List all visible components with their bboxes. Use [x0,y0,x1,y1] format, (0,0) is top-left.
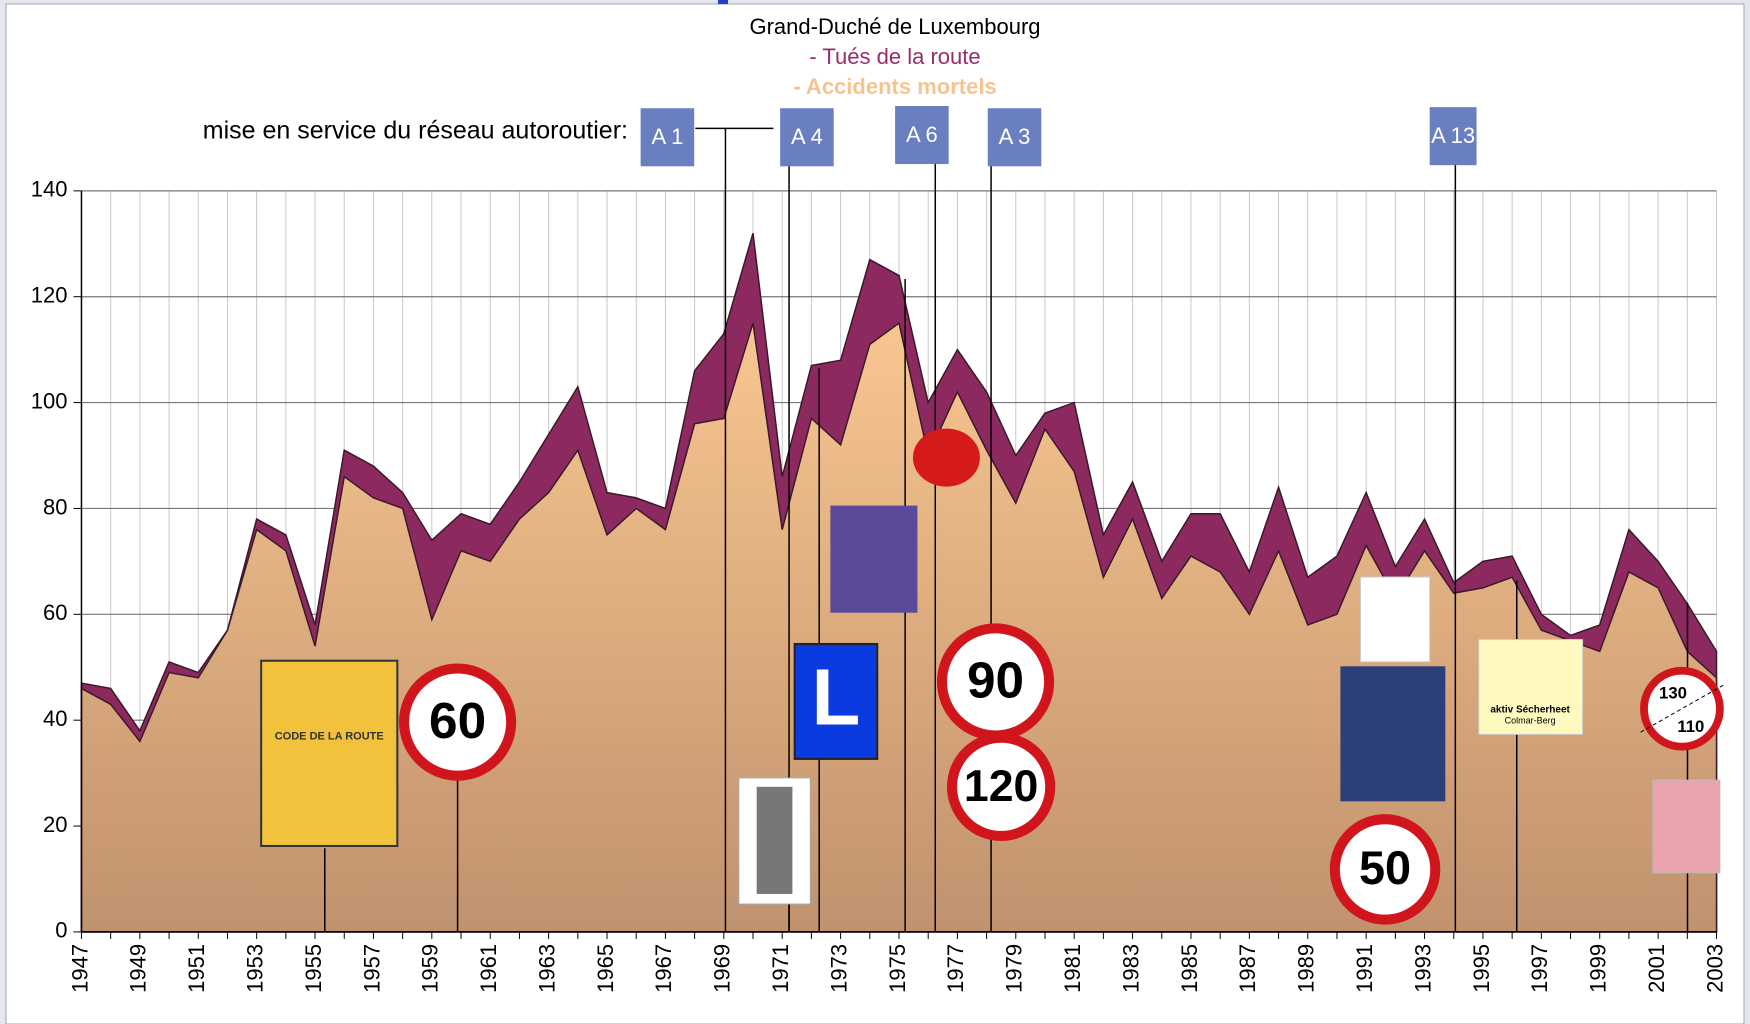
motorway-label: A 3 [999,124,1031,149]
page: {"chart_data": { "type": "area", "title"… [0,0,1750,1024]
learner-letter: L [812,652,861,741]
legend-entry: - Tués de la route [809,44,980,69]
x-tick-label: 1987 [1235,944,1260,993]
y-tick-label: 80 [43,494,67,519]
x-tick-label: 1991 [1352,944,1377,993]
x-tick-label: 1967 [651,944,676,993]
speed-sign-value: 110 [1677,717,1704,736]
x-tick-label: 1973 [826,944,851,993]
speed-sign-value: 60 [429,692,486,749]
y-tick-label: 40 [43,706,67,731]
x-tick-label: 1999 [1586,944,1611,993]
x-tick-label: 1951 [184,944,209,993]
chart: Grand-Duché de Luxembourg - Tués de la r… [0,0,1750,1024]
x-tick-label: 1949 [126,944,151,993]
x-tick-label: 1989 [1294,944,1319,993]
x-tick-label: 1959 [418,944,443,993]
speed-sign-value: 130 [1659,684,1687,703]
x-tick-label: 1997 [1527,944,1552,993]
annotation: mise en service du réseau autoroutier: [203,117,628,145]
seatbelt-picture [830,506,917,613]
x-tick-label: 1969 [710,944,735,993]
booklet [261,661,397,846]
y-tick-label: 20 [43,812,67,837]
speed-sign-value: 90 [967,652,1024,709]
x-tick-label: 1977 [943,944,968,993]
aktiv-place: Colmar-Berg [1505,715,1556,725]
breathalyser-device [757,787,793,894]
motorway-label: A 13 [1431,123,1475,148]
x-tick-label: 1995 [1469,944,1494,993]
x-tick-label: 1955 [301,944,326,993]
x-tick-label: 1957 [359,944,384,993]
phone-picture [1360,577,1429,662]
x-tick-label: 1971 [768,944,793,993]
x-tick-label: 1961 [476,944,501,993]
x-tick-label: 1963 [534,944,559,993]
y-tick-label: 100 [31,388,68,413]
x-tick-label: 1979 [1002,944,1027,993]
motorway-label: A 6 [906,122,938,147]
speed-sign-value: 120 [964,762,1038,811]
x-tick-label: 2003 [1702,944,1727,993]
motorway-label: A 1 [652,124,684,149]
aktiv-label: aktiv Sécherheet [1490,704,1570,715]
y-tick-label: 60 [43,600,67,625]
x-tick-label: 1983 [1118,944,1143,993]
x-tick-label: 1985 [1177,944,1202,993]
x-tick-label: 1965 [593,944,618,993]
x-tick-label: 2001 [1644,944,1669,993]
chart-title: Grand-Duché de Luxembourg [749,14,1040,39]
speed-sign-value: 50 [1359,842,1411,894]
x-tick-label: 1975 [885,944,910,993]
y-tick-label: 140 [31,177,68,202]
x-tick-label: 1953 [242,944,267,993]
x-tick-label: 1947 [67,944,92,993]
legend-entry: - Accidents mortels [793,74,996,99]
y-tick-label: 0 [55,918,67,943]
y-tick-label: 120 [31,283,68,308]
helmet-picture [913,429,980,487]
booklet-title: CODE DE LA ROUTE [275,731,384,743]
x-tick-label: 1993 [1410,944,1435,993]
motorway-label: A 4 [791,124,823,149]
decoration [718,0,728,4]
x-tick-label: 1981 [1060,944,1085,993]
licence-picture [1653,780,1720,873]
childseat-picture [1340,666,1445,801]
